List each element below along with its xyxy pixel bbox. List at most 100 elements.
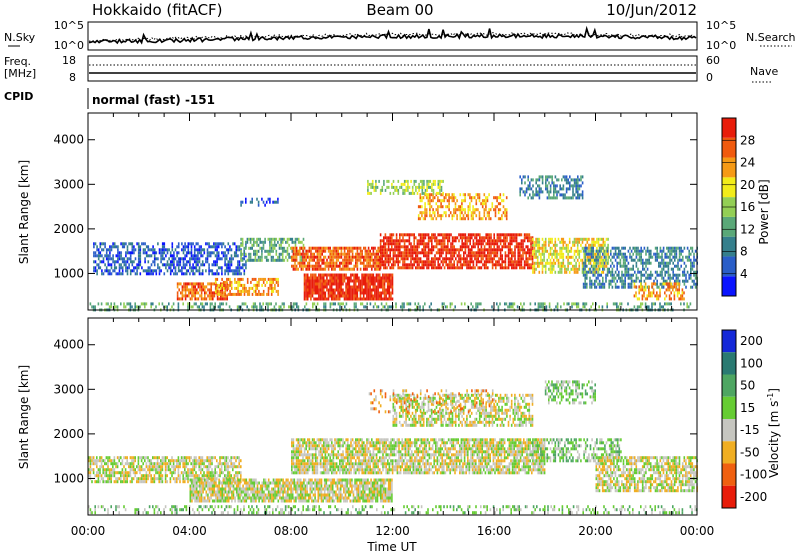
data-cell bbox=[495, 266, 497, 270]
data-cell bbox=[140, 302, 143, 306]
data-cell bbox=[362, 297, 365, 301]
data-cell bbox=[102, 477, 104, 481]
data-cell bbox=[685, 285, 687, 289]
data-cell bbox=[568, 255, 571, 259]
data-cell bbox=[578, 249, 581, 253]
data-cell bbox=[400, 239, 403, 243]
data-cell bbox=[658, 264, 660, 268]
data-cell bbox=[207, 294, 209, 298]
data-cell bbox=[662, 264, 665, 268]
data-cell bbox=[507, 242, 510, 246]
data-cell bbox=[205, 242, 207, 246]
data-cell bbox=[537, 184, 539, 188]
data-cell bbox=[464, 217, 466, 221]
data-cell bbox=[586, 282, 588, 286]
data-cell bbox=[549, 246, 552, 250]
data-cell bbox=[509, 251, 511, 255]
data-cell bbox=[606, 261, 609, 265]
data-cell bbox=[672, 285, 674, 289]
data-cell bbox=[139, 251, 142, 255]
data-cell bbox=[219, 257, 222, 261]
data-cell bbox=[407, 266, 409, 270]
data-cell bbox=[621, 276, 623, 280]
data-cell bbox=[443, 239, 446, 243]
data-cell bbox=[485, 260, 487, 264]
data-cell bbox=[562, 243, 565, 247]
data-cell bbox=[429, 179, 432, 183]
data-cell bbox=[529, 184, 531, 188]
data-cell bbox=[459, 266, 462, 270]
data-cell bbox=[129, 257, 132, 261]
data-cell bbox=[483, 199, 486, 203]
data-cell bbox=[383, 236, 385, 240]
data-cell bbox=[237, 289, 239, 293]
data-cell bbox=[342, 267, 344, 271]
data-cell bbox=[294, 240, 297, 244]
data-cell bbox=[384, 251, 387, 255]
data-cell bbox=[621, 273, 623, 277]
data-cell bbox=[678, 285, 680, 289]
data-cell bbox=[207, 288, 209, 292]
data-cell bbox=[302, 267, 304, 271]
data-cell bbox=[316, 282, 319, 286]
data-cell bbox=[208, 297, 211, 301]
data-cell bbox=[490, 260, 492, 264]
data-cell bbox=[501, 214, 503, 218]
y-tick-label: 4000 bbox=[53, 133, 84, 147]
data-cell bbox=[572, 190, 574, 194]
data-cell bbox=[264, 255, 266, 259]
data-cell bbox=[217, 242, 220, 246]
data-cell bbox=[464, 211, 466, 215]
data-cell bbox=[221, 272, 223, 276]
data-cell bbox=[296, 305, 298, 309]
data-cell bbox=[488, 242, 491, 246]
data-cell bbox=[294, 261, 296, 265]
data-cell bbox=[432, 260, 435, 264]
data-cell bbox=[343, 294, 346, 298]
data-cell bbox=[548, 255, 550, 259]
data-cell bbox=[567, 249, 569, 253]
data-cell bbox=[350, 255, 352, 259]
data-cell bbox=[650, 255, 652, 259]
data-cell bbox=[441, 302, 444, 306]
data-cell bbox=[546, 249, 549, 253]
data-cell bbox=[610, 264, 612, 268]
data-cell bbox=[540, 252, 542, 256]
data-cell bbox=[408, 254, 411, 258]
data-cell bbox=[238, 269, 241, 273]
data-cell bbox=[161, 245, 164, 249]
data-cell bbox=[272, 249, 274, 253]
data-cell bbox=[270, 249, 273, 253]
data-cell bbox=[378, 291, 381, 295]
data-cell bbox=[648, 249, 650, 253]
data-cell bbox=[413, 245, 415, 249]
data-cell bbox=[96, 465, 98, 469]
data-cell bbox=[117, 254, 119, 258]
data-cell bbox=[645, 270, 647, 274]
data-cell bbox=[551, 246, 553, 250]
data-cell bbox=[418, 185, 420, 189]
data-cell bbox=[171, 245, 174, 249]
data-cell bbox=[435, 266, 438, 270]
colorbar-swatch bbox=[722, 177, 736, 198]
data-cell bbox=[469, 248, 471, 252]
data-cell bbox=[359, 249, 362, 253]
data-cell bbox=[427, 251, 430, 255]
data-cell bbox=[139, 245, 142, 249]
data-cell bbox=[110, 266, 113, 270]
data-cell bbox=[423, 182, 425, 186]
data-cell bbox=[221, 283, 223, 287]
data-cell bbox=[254, 286, 257, 290]
data-cell bbox=[176, 294, 179, 298]
data-cell bbox=[592, 282, 594, 286]
data-cell bbox=[471, 260, 473, 264]
data-cell bbox=[330, 297, 333, 301]
data-cell bbox=[544, 246, 547, 250]
data-cell bbox=[450, 263, 452, 267]
data-cell bbox=[313, 297, 315, 301]
data-cell bbox=[222, 251, 225, 255]
data-cell bbox=[421, 266, 423, 270]
data-cell bbox=[441, 305, 444, 309]
data-cell bbox=[245, 289, 247, 293]
